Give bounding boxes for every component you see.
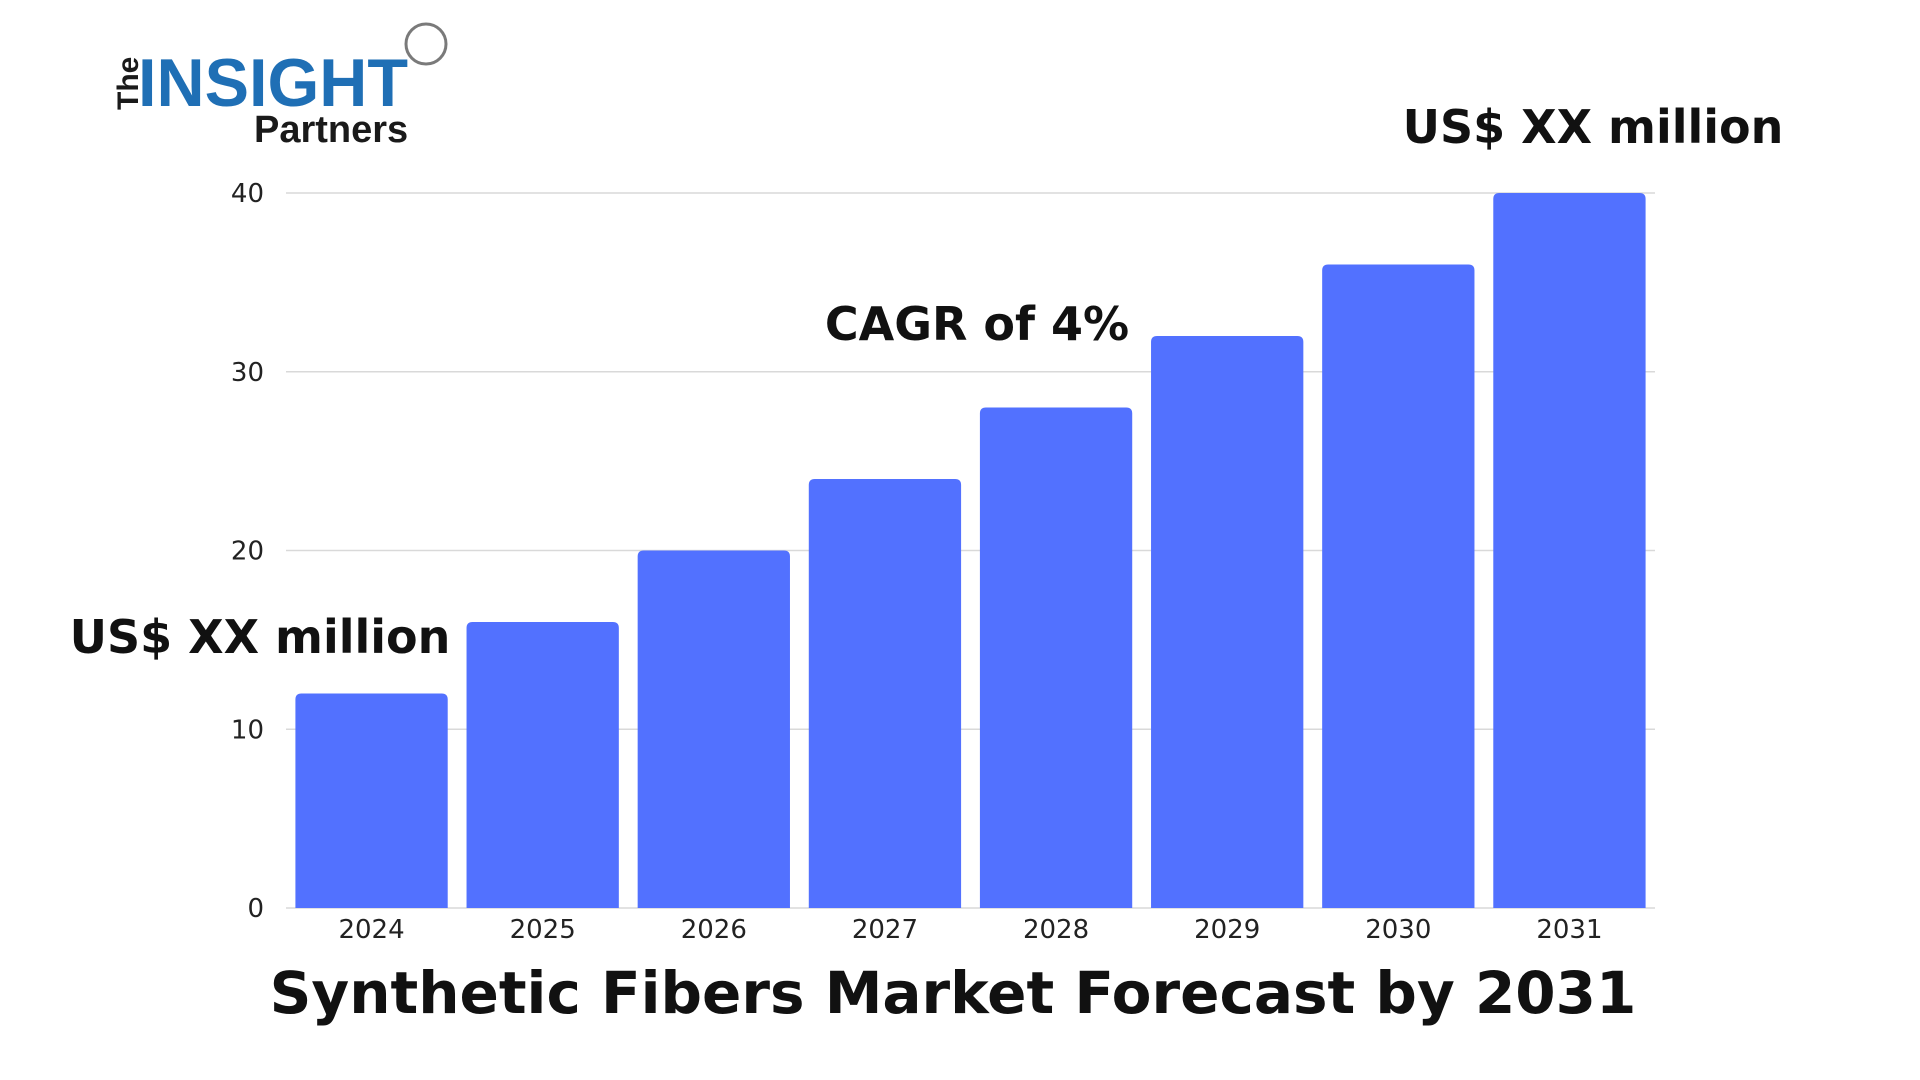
annotation-start-value: US$ XX million (70, 610, 451, 664)
bar-2029 (1151, 336, 1304, 908)
y-tick-label: 0 (247, 894, 264, 924)
logo-swoosh-icon (404, 22, 448, 66)
y-tick-label: 20 (231, 537, 264, 567)
x-tick-label: 2029 (1194, 915, 1260, 945)
logo-word-partners: Partners (254, 109, 408, 147)
bar-2030 (1322, 264, 1475, 908)
bar-2028 (979, 407, 1133, 908)
bar-2031 (1493, 193, 1646, 908)
annotation-end-value: US$ XX million (1403, 100, 1784, 154)
the-insight-partners-logo: The INSIGHT Partners (112, 22, 448, 147)
x-tick-label: 2030 (1365, 915, 1431, 945)
chart-title: Synthetic Fibers Market Forecast by 2031 (270, 959, 1637, 1027)
logo-word-the: The (112, 57, 145, 110)
bar-2024 (295, 693, 448, 908)
y-tick-label: 30 (231, 358, 264, 388)
bar-2027 (808, 479, 962, 908)
x-tick-label: 2025 (510, 915, 576, 945)
x-tick-label: 2026 (681, 915, 747, 945)
y-tick-label: 40 (231, 179, 264, 209)
bars (295, 193, 1646, 908)
annotation-cagr: CAGR of 4% (825, 297, 1129, 351)
x-tick-label: 2027 (852, 915, 918, 945)
bar-2025 (466, 622, 619, 908)
bar-2026 (637, 550, 790, 908)
x-tick-labels: 2024 2025 2026 2027 2028 2029 2030 2031 (338, 915, 1602, 945)
x-tick-label: 2028 (1023, 915, 1089, 945)
y-tick-label: 10 (231, 715, 264, 745)
x-tick-label: 2031 (1536, 915, 1602, 945)
y-tick-labels: 0 10 20 30 40 (231, 179, 264, 924)
logo-word-insight: INSIGHT (138, 45, 408, 121)
x-tick-label: 2024 (338, 915, 404, 945)
